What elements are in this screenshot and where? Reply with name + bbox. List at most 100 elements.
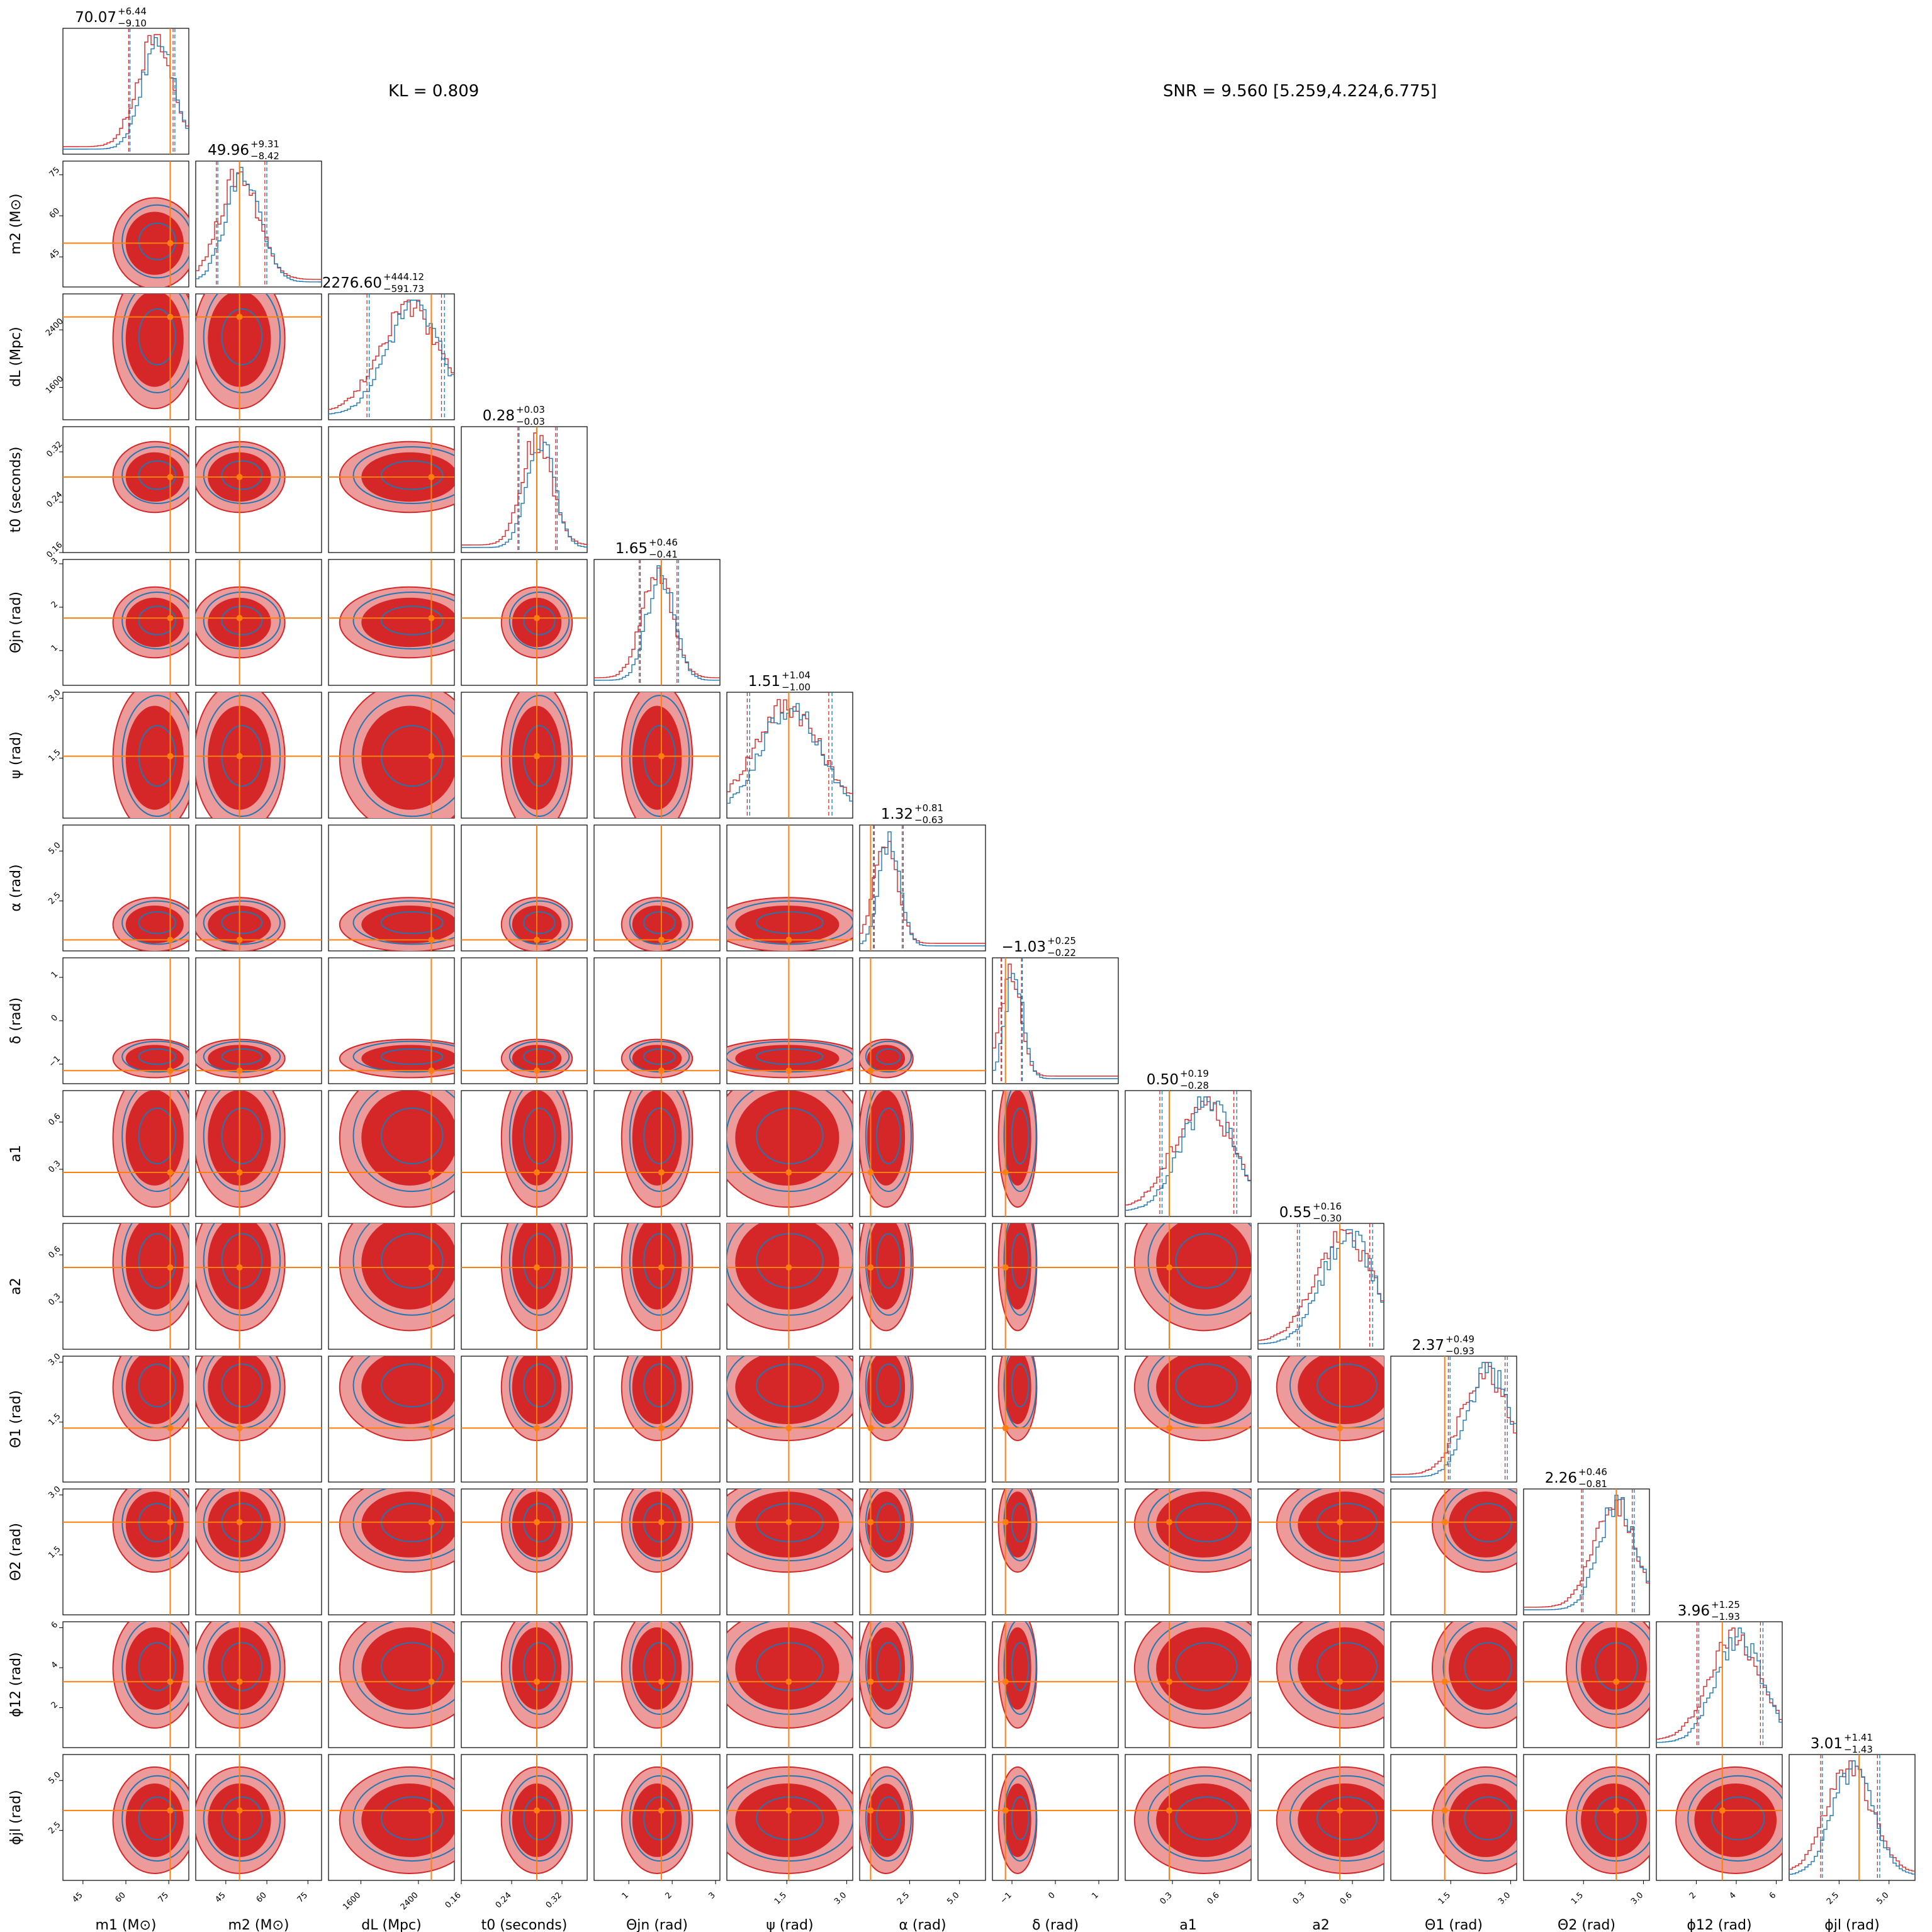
contour-inner (632, 1091, 682, 1186)
hist-title-minus: −1.43 (1844, 1744, 1873, 1755)
contour-blue-outer (727, 1622, 853, 1715)
histogram-red (1125, 1096, 1251, 1206)
contour-inner (632, 905, 682, 944)
injected-point (236, 1264, 243, 1271)
scatter-panel-10-5 (726, 1356, 853, 1483)
injected-point (785, 1169, 792, 1176)
injected-point (167, 1264, 174, 1271)
y-axis-label: a2 (8, 1278, 24, 1295)
scatter-panel-13-2 (328, 1754, 455, 1881)
injected-point (236, 1425, 243, 1432)
injected-point (658, 1807, 665, 1814)
x-axis-label: α (rad) (899, 1918, 946, 1932)
hist-panel-8: 0.50 +0.19−0.28 (1125, 1068, 1252, 1217)
scatter-panel-12-11 (1523, 1621, 1650, 1748)
x-tick-label: 2.5 (1825, 1890, 1841, 1906)
contour-inner (735, 1627, 840, 1710)
contour-blue-inner (756, 1233, 824, 1289)
hist-title-plus: +0.19 (1180, 1068, 1209, 1079)
contour-inner (125, 294, 184, 387)
contour-blue-inner (1011, 1363, 1030, 1408)
scatter-panel-10-1 (195, 1356, 322, 1483)
injected-point (867, 1425, 874, 1432)
contour-blue-outer (727, 1775, 853, 1862)
hist-panel-13: 3.01 +1.41−1.43 (1789, 1732, 1916, 1881)
x-tick-label: 0.3 (1291, 1890, 1307, 1906)
injected-point (167, 1425, 174, 1432)
hist-title-plus: +0.49 (1446, 1334, 1474, 1345)
histogram-red (196, 169, 322, 280)
hist-title-minus: −591.73 (383, 283, 424, 295)
contour-inner (1581, 1627, 1647, 1710)
injected-point (534, 615, 540, 622)
injected-point (236, 1678, 243, 1685)
contour-blue-inner (643, 1233, 676, 1289)
contour-blue-outer (203, 446, 281, 504)
scatter-panel-13-4 (593, 1754, 721, 1881)
scatter-panel-11-5 (726, 1488, 853, 1615)
contour-inner (632, 705, 682, 810)
contour-inner (1004, 1223, 1031, 1310)
injected-point (534, 1067, 540, 1074)
x-tick-label: 0 (1047, 1890, 1057, 1901)
injected-point (167, 1519, 174, 1525)
scatter-panel-9-5 (726, 1223, 853, 1350)
hist-title-median: 2.26 (1545, 1470, 1577, 1486)
x-tick-label: 6 (1768, 1890, 1778, 1901)
contour-blue-inner (221, 1363, 263, 1408)
contour-blue-outer (1003, 1223, 1037, 1316)
x-tick-label: −1 (999, 1890, 1014, 1906)
scatter-panel-13-8 (1125, 1754, 1252, 1881)
y-tick-label: 0.32 (45, 440, 64, 459)
contour-blue-inner (876, 1642, 901, 1692)
contour-blue-outer (629, 1223, 690, 1316)
scatter-panel-10-7 (992, 1356, 1119, 1483)
y-tick-label: 0 (50, 1013, 60, 1023)
x-tick-label: 75 (296, 1890, 310, 1904)
injected-point (1166, 1264, 1172, 1271)
contour-inner (1581, 1783, 1647, 1857)
contour-blue-outer (1289, 1775, 1384, 1862)
contour-blue-outer (1289, 1622, 1384, 1715)
injected-point (428, 1519, 435, 1525)
scatter-panel-4-3 (461, 559, 588, 686)
contour-blue-inner (756, 911, 824, 935)
scatter-panel-10-9 (1257, 1356, 1384, 1483)
contour-blue-outer (352, 446, 454, 504)
injected-point (785, 1067, 792, 1074)
scatter-panel-8-6 (859, 1090, 986, 1217)
contour-blue-outer (865, 1775, 912, 1862)
y-tick-label: 2400 (44, 317, 65, 338)
scatter-panel-11-8 (1125, 1488, 1252, 1615)
injected-point (658, 1169, 665, 1176)
hist-title-median: 3.96 (1678, 1603, 1710, 1619)
contour-blue-inner (1175, 1642, 1238, 1692)
injected-point (1719, 1807, 1726, 1814)
injected-point (1613, 1807, 1620, 1814)
panel-frame (195, 160, 322, 288)
contour-blue-outer (121, 1040, 189, 1073)
scatter-panel-11-6 (859, 1488, 986, 1615)
hist-title-plus: +1.41 (1844, 1732, 1873, 1743)
panel-frame (1789, 1754, 1916, 1881)
histogram-red (1524, 1498, 1649, 1608)
contour-blue-inner (380, 460, 444, 490)
histogram-blue (594, 565, 720, 681)
histogram-blue (461, 442, 587, 548)
contour-inner (1156, 1783, 1251, 1857)
scatter-panel-12-9 (1257, 1621, 1384, 1748)
scatter-panel-6-5 (726, 824, 853, 952)
injected-point (1166, 1807, 1172, 1814)
contour-blue-inner (1011, 1107, 1030, 1165)
scatter-panel-10-4 (593, 1356, 721, 1483)
scatter-panel-9-8 (1125, 1223, 1252, 1350)
y-tick-label: 5.0 (47, 1770, 62, 1786)
hist-panel-2: 2276.60 +444.12−591.73 (322, 271, 455, 420)
y-tick-label: 0.3 (47, 1159, 62, 1174)
contour-blue-outer (352, 1040, 454, 1073)
contour-blue-inner (221, 1642, 263, 1692)
scatter-panel-12-2 (328, 1621, 455, 1748)
injected-point (867, 1264, 874, 1271)
contour-inner (125, 1491, 184, 1558)
scatter-panel-12-0 (62, 1621, 189, 1748)
